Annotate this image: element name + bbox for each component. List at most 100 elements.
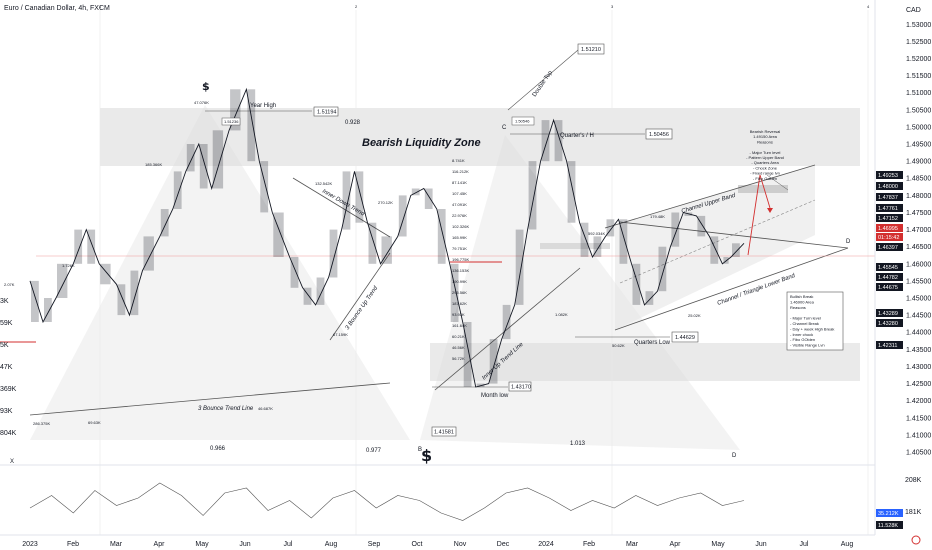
bearish-liquidity-label: Bearish Liquidity Zone: [362, 137, 481, 149]
left-edge-label: 59K: [0, 320, 13, 327]
bounce-trend-line: [29, 382, 391, 416]
price-mark: [87, 229, 96, 264]
right-axis: 1.53000 1.52500 1.52000 1.51500 1.51000 1.505…: [874, 0, 932, 550]
price-tag-bg: [876, 509, 903, 517]
left-edge-label: 3K: [0, 298, 9, 305]
price-mark: [273, 212, 284, 257]
swing-label: 69.63K: [88, 420, 101, 425]
quarters-low-box: [671, 331, 699, 343]
swing-label: 1.082K: [555, 312, 568, 317]
y-tick-label: 1.49000: [906, 159, 931, 166]
price-mark: [606, 219, 615, 237]
price-mark: [619, 219, 628, 264]
price-tag-text: 1.45545: [878, 265, 898, 271]
ratio-0977: 0.977: [366, 448, 382, 454]
price-mark: [424, 188, 433, 209]
peak-small-box: [221, 117, 241, 126]
c-price: 1.50546: [515, 119, 530, 124]
note-line: - Fibo GOlden: [790, 337, 815, 342]
x-tick-label: Jun: [239, 541, 250, 548]
reversal-pointer: [766, 174, 789, 191]
volume-label: 196.775K: [452, 257, 469, 262]
dollar-sign-bottom: $: [421, 446, 432, 465]
price-tag-text: 1.47837: [878, 195, 898, 201]
volume-label: 136.153K: [452, 268, 469, 273]
price-mark: [260, 161, 269, 213]
price-mark: [450, 263, 459, 322]
price-tag-text: 35.212K: [878, 511, 899, 517]
y-tick-labels: 1.53000 1.52500 1.52000 1.51500 1.51000 1.505…: [906, 22, 931, 457]
x-label: X: [10, 459, 14, 465]
bounce-trend-label: 3 Bounce Trend Line: [198, 406, 254, 412]
quarter-h-price: 1.50456: [649, 132, 669, 138]
x-tick-label: Apr: [670, 541, 682, 548]
price-mark: [580, 222, 589, 257]
y-tick-label: 1.41000: [906, 432, 931, 439]
volume-label: 8.741K: [452, 158, 465, 163]
price-tag-bg: [876, 204, 903, 212]
swing-label: 592.034K: [588, 231, 605, 236]
volume-label: 87.141K: [452, 180, 467, 185]
swing-label: 67.159K: [333, 332, 348, 337]
volume-label: 79.751K: [452, 246, 467, 251]
x-tick-label: Jun: [755, 541, 766, 548]
price-mark: [476, 383, 485, 387]
y-tick-label: 1.49500: [906, 142, 931, 149]
d-label-right: D: [846, 239, 851, 245]
y-tick-label: 1.45000: [906, 296, 931, 303]
quarter-h-label: Quarter's / H: [560, 133, 594, 139]
x-tick-label: Aug: [841, 541, 854, 548]
volume-label: 165.99K: [452, 235, 467, 240]
note-line: - Fibo Golden: [753, 176, 777, 181]
x-tick-label: Jul: [284, 541, 293, 548]
price-mark: [329, 229, 338, 278]
event-label: 4: [867, 4, 870, 9]
price-mark: [100, 263, 111, 285]
price-mark: [117, 284, 126, 316]
y-tick-label: 1.50000: [906, 124, 931, 131]
price-mark: [732, 243, 740, 257]
left-edge-label: 804K: [0, 430, 17, 437]
price-mark: [398, 195, 407, 237]
price-mark: [710, 236, 719, 264]
y-tick-label: 1.51500: [906, 73, 931, 80]
x-tick-label: Dec: [497, 541, 510, 548]
note-line: - Channel Break: [790, 321, 819, 326]
price-mark: [290, 257, 299, 288]
trend-lines: [0, 49, 875, 416]
price-mark: [437, 209, 446, 264]
swing-label: 25.02K: [688, 313, 701, 318]
price-mark: [671, 212, 680, 247]
osc-tick-label: 208K: [905, 477, 922, 484]
x-tick-label: Mar: [110, 541, 123, 548]
price-mark: [173, 171, 182, 209]
swing-label: 185.366K: [145, 162, 162, 167]
swing-label: 50.62K: [612, 343, 625, 348]
note-line: - Major Turn level: [750, 150, 781, 155]
channel-upper-line: [604, 164, 816, 229]
settings-icon[interactable]: [911, 535, 921, 545]
price-mark: [31, 280, 39, 322]
price-mark: [316, 277, 325, 305]
price-tag-bg: [876, 182, 903, 190]
y-tick-label: 1.53000: [906, 22, 931, 29]
price-tag-bg: [876, 224, 903, 232]
volume-label: 46.56K: [452, 345, 465, 350]
y-tick-label: 1.46500: [906, 244, 931, 251]
event-label: 1: [99, 4, 102, 9]
price-mark: [489, 339, 498, 384]
x-tick-label: May: [711, 541, 725, 548]
y-tick-label: 1.52000: [906, 56, 931, 63]
price-mark: [515, 229, 524, 305]
swing-labels: 2.07K 1.726K 185.366K 47.076K 132.542K 270.12…: [4, 100, 701, 426]
bounce-up-trend-line: [329, 252, 391, 341]
price-tag-bg: [876, 341, 903, 349]
price-tag-text: 11.528K: [878, 523, 898, 529]
price-mark: [632, 263, 641, 305]
left-edge-label: 5K: [0, 342, 9, 349]
price-tag-bg: [876, 521, 903, 529]
projection-arrowhead: [767, 208, 773, 213]
left-edge-label: 93K: [0, 408, 13, 415]
